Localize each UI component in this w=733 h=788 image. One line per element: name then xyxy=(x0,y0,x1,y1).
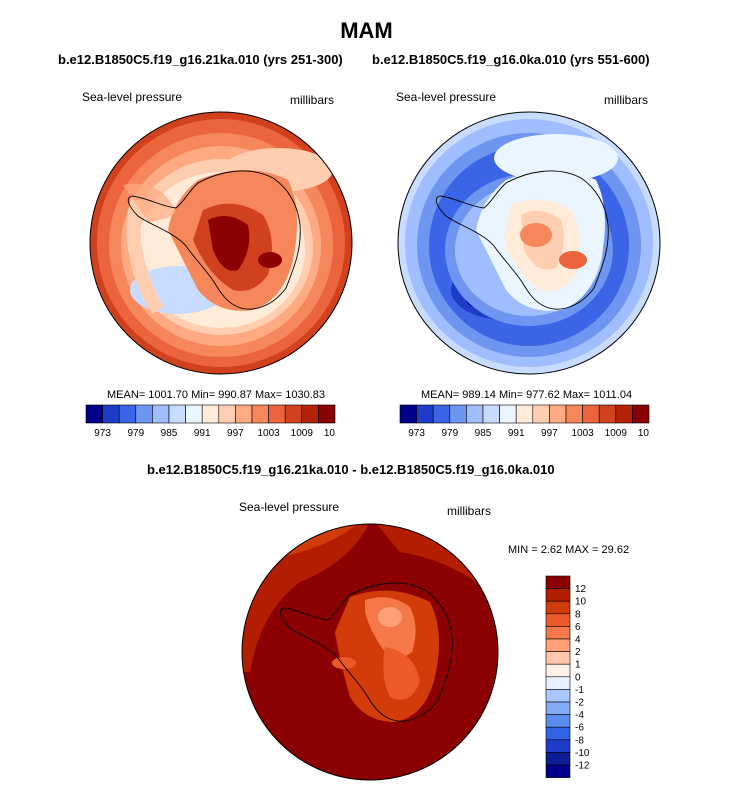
colorbar-diff-tick-label: -1 xyxy=(575,685,584,696)
colorbar-diff-tick-label: -2 xyxy=(575,698,584,709)
colorbar-right-swatch xyxy=(549,404,567,424)
colorbar-diff-tick-label: 6 xyxy=(575,622,581,633)
colorbar-left-tick-label: 973 xyxy=(94,428,111,439)
colorbar-left-swatch xyxy=(268,404,286,424)
colorbar-diff-swatch xyxy=(545,764,571,778)
colorbar-left-swatch xyxy=(201,404,220,424)
colorbar-diff-swatch xyxy=(545,689,571,703)
colorbar-diff-tick-label: -10 xyxy=(575,748,590,759)
variable-label-right: Sea-level pressure xyxy=(396,90,497,104)
colorbar-right-tick-label: 991 xyxy=(508,428,525,439)
colorbar-right-swatch xyxy=(532,404,550,424)
colorbar-diff-swatch xyxy=(545,676,571,690)
case-title-right: b.e12.B1850C5.f19_g16.0ka.010 (yrs 551-6… xyxy=(372,52,650,67)
colorbar-right: 973 979 985 991 997 1003 1009 1015 xyxy=(399,404,650,439)
colorbar-diff-swatch xyxy=(545,663,571,678)
diff-variable-label: Sea-level pressure xyxy=(239,500,340,514)
colorbar-diff-swatch xyxy=(545,613,571,627)
colorbar-left-tick-label: 997 xyxy=(227,428,244,439)
colorbar-left-tick-label: 1015 xyxy=(324,428,336,439)
diff-units-label: millibars xyxy=(447,504,492,518)
colorbar-right-swatch xyxy=(416,404,434,424)
colorbar-right-swatch xyxy=(615,404,633,424)
colorbar-diff-tick-label: -4 xyxy=(575,710,584,721)
colorbar-diff-swatch xyxy=(545,714,571,728)
colorbar-left-swatch xyxy=(102,404,120,424)
colorbar-right-swatch xyxy=(482,404,500,424)
units-label-right: millibars xyxy=(604,93,649,107)
colorbar-left-swatch xyxy=(85,404,103,424)
colorbar-left-tick-label: 1009 xyxy=(291,428,314,439)
colorbar-diff-tick-label: 10 xyxy=(575,597,587,608)
colorbar-left-swatch xyxy=(185,404,203,424)
colorbar-diff-tick-label: 1 xyxy=(575,660,581,671)
colorbar-diff-tick-label: 4 xyxy=(575,635,581,646)
colorbar-diff-swatch xyxy=(545,701,571,715)
colorbar-left-swatch xyxy=(135,404,153,424)
colorbar-right-tick-label: 979 xyxy=(441,428,458,439)
colorbar-diff-swatch xyxy=(545,575,571,589)
colorbar-right-tick-label: 985 xyxy=(475,428,492,439)
colorbar-left-tick-label: 1003 xyxy=(257,428,280,439)
colorbar-diff-swatch xyxy=(545,588,571,602)
colorbar-right-tick-label: 1009 xyxy=(605,428,628,439)
colorbar-left: 973 979 985 991 997 1003 1009 1015 xyxy=(85,404,336,439)
colorbar-right-swatch xyxy=(399,404,417,424)
colorbar-diff-swatch xyxy=(545,626,571,640)
stats-left: MEAN= 1001.70 Min= 990.87 Max= 1030.83 xyxy=(107,389,326,401)
colorbar-right-tick-label: 973 xyxy=(408,428,425,439)
colorbar-diff-tick-label: 2 xyxy=(575,647,581,658)
units-label-left: millibars xyxy=(290,93,335,107)
colorbar-right-swatch xyxy=(565,404,583,424)
variable-label-left: Sea-level pressure xyxy=(82,90,183,104)
colorbar-diff-tick-label: -6 xyxy=(575,723,584,734)
main-title: MAM xyxy=(340,18,393,43)
colorbar-right-swatch xyxy=(515,404,534,424)
diff-title: b.e12.B1850C5.f19_g16.21ka.010 - b.e12.B… xyxy=(147,462,555,477)
map-right xyxy=(397,111,661,375)
colorbar-right-swatch xyxy=(466,404,484,424)
colorbar-diff-tick-label: -12 xyxy=(575,761,590,772)
colorbar-left-swatch xyxy=(301,404,319,424)
stats-right: MEAN= 989.14 Min= 977.62 Max= 1011.04 xyxy=(421,389,633,401)
colorbar-right-swatch xyxy=(598,404,617,424)
case-title-left: b.e12.B1850C5.f19_g16.21ka.010 (yrs 251-… xyxy=(58,52,343,67)
colorbar-left-tick-label: 979 xyxy=(127,428,144,439)
colorbar-right-swatch xyxy=(582,404,600,424)
colorbar-left-swatch xyxy=(168,404,186,424)
colorbar-diff-tick-label: 12 xyxy=(575,584,587,595)
colorbar-diff-swatch xyxy=(545,739,571,753)
diff-stats: MIN = 2.62 MAX = 29.62 xyxy=(508,544,630,556)
colorbar-left-swatch xyxy=(235,404,253,424)
colorbar-right-swatch xyxy=(499,404,517,424)
colorbar-diff-swatch xyxy=(545,638,571,652)
colorbar-diff-swatch xyxy=(545,651,571,665)
colorbar-left-tick-label: 985 xyxy=(161,428,178,439)
colorbar-right-swatch xyxy=(449,404,467,424)
colorbar-diff-tick-label: 8 xyxy=(575,609,581,620)
colorbar-right-swatch xyxy=(632,404,650,424)
colorbar-left-swatch xyxy=(251,404,269,424)
colorbar-diff-swatch xyxy=(545,726,571,741)
colorbar-diff-swatch xyxy=(545,752,571,766)
colorbar-right-swatch xyxy=(432,404,451,424)
colorbar-left-swatch xyxy=(218,404,236,424)
colorbar-diff-tick-label: -8 xyxy=(575,735,584,746)
colorbar-left-swatch xyxy=(318,404,336,424)
colorbar-diff-tick-label: 0 xyxy=(575,672,581,683)
map-left xyxy=(89,111,353,375)
colorbar-right-tick-label: 1015 xyxy=(638,428,650,439)
colorbar-left-tick-label: 991 xyxy=(194,428,211,439)
colorbar-left-swatch xyxy=(118,404,137,424)
colorbar-diff-swatch xyxy=(545,600,571,615)
colorbar-left-swatch xyxy=(284,404,303,424)
map-diff xyxy=(241,523,499,781)
colorbar-right-tick-label: 997 xyxy=(541,428,558,439)
colorbar-right-tick-label: 1003 xyxy=(571,428,594,439)
colorbar-left-swatch xyxy=(152,404,170,424)
